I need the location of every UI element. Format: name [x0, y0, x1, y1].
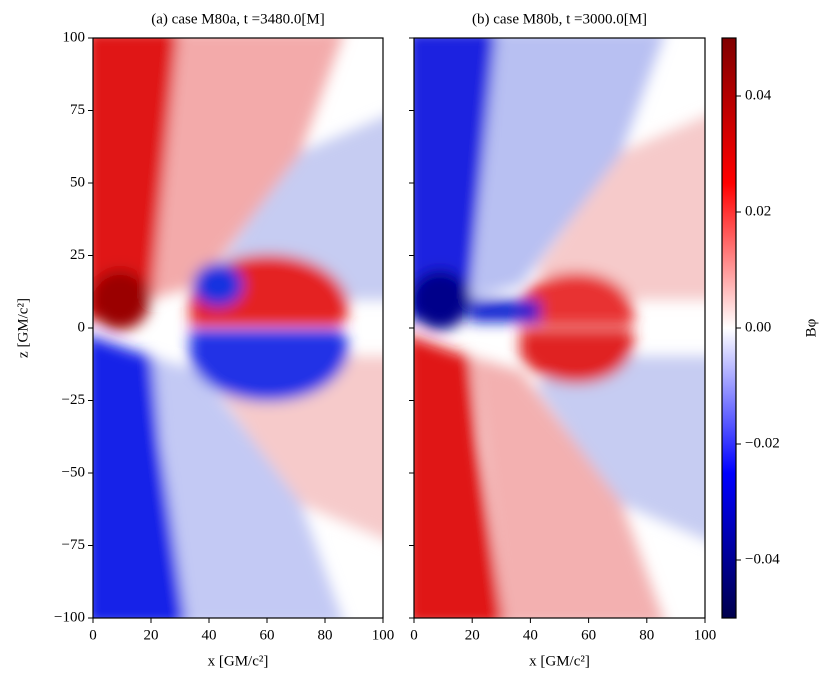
- y-tick-label: −75: [62, 537, 85, 553]
- y-tick-label: 25: [70, 247, 85, 263]
- x-tick-label: 20: [144, 627, 159, 643]
- y-axis-label: z [GM/c²]: [15, 298, 31, 358]
- y-tick-label: −100: [54, 609, 85, 625]
- y-tick-label: 75: [70, 102, 85, 118]
- x-tick-label: 100: [694, 627, 717, 643]
- y-tick-label: −25: [62, 392, 85, 408]
- x-tick-label: 80: [318, 627, 333, 643]
- colorbar: [722, 38, 736, 618]
- panel-title: (a) case M80a, t =3480.0[M]: [151, 11, 324, 27]
- colorbar-tick-label: −0.04: [745, 551, 780, 567]
- x-tick-label: 100: [372, 627, 395, 643]
- x-tick-label: 40: [523, 627, 538, 643]
- panel-title: (b) case M80b, t =3000.0[M]: [472, 11, 647, 27]
- colorbar-tick-label: 0.02: [745, 203, 771, 219]
- field-a: [93, 38, 383, 618]
- x-tick-label: 40: [202, 627, 217, 643]
- colorbar-tick-label: 0.04: [745, 87, 772, 103]
- colorbar-label: Bφ: [803, 318, 819, 337]
- x-axis-label: x [GM/c²]: [529, 653, 590, 669]
- x-tick-label: 0: [410, 627, 418, 643]
- x-tick-label: 60: [260, 627, 275, 643]
- x-tick-label: 80: [639, 627, 654, 643]
- field-b: [414, 38, 705, 618]
- y-tick-label: 0: [78, 319, 86, 335]
- y-tick-label: 50: [70, 174, 85, 190]
- y-tick-label: −50: [62, 464, 85, 480]
- x-axis-label: x [GM/c²]: [208, 653, 269, 669]
- colorbar-tick-label: −0.02: [745, 435, 780, 451]
- x-tick-label: 20: [465, 627, 480, 643]
- x-tick-label: 0: [89, 627, 97, 643]
- x-tick-label: 60: [581, 627, 596, 643]
- y-tick-label: 100: [63, 29, 86, 45]
- colorbar-tick-label: 0.00: [745, 319, 771, 335]
